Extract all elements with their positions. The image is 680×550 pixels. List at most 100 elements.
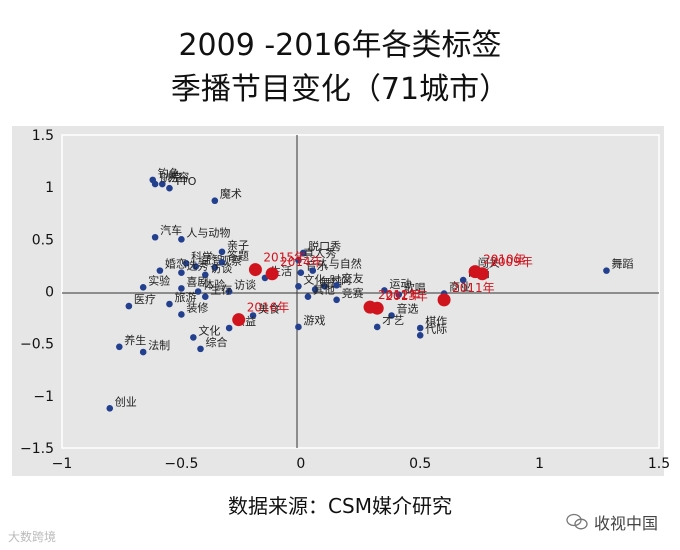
category-point [388,312,395,319]
category-point-label: 钓鱼 [158,166,180,180]
y-tick-label: −0.5 [20,337,54,353]
category-point-label: 才艺 [382,313,404,327]
category-point [166,300,173,308]
category-point-label: 选秀 [186,260,208,273]
category-point [373,323,381,331]
category-point-label: 汽车 [160,223,182,237]
year-point [248,263,262,277]
category-point [603,267,610,274]
category-point-label: 法制 [148,338,170,352]
category-point [416,332,424,339]
category-point-label: 人与自然 [318,257,362,271]
category-point-label: 易容 [167,170,189,184]
category-point [225,288,233,295]
category-point-label: 闯关 [478,256,500,270]
watermark-right: 收视中国 [566,510,658,534]
category-point [295,256,302,264]
category-point [151,180,159,188]
category-point [156,267,164,274]
category-point-label: 交友 [342,271,364,285]
year-point-label: 2014年 [280,255,323,269]
year-point-label: 2009年 [490,255,533,269]
year-point [468,265,482,279]
category-point-label: 商业 [449,280,471,294]
category-point-label: 体验 [203,278,225,292]
category-point-label: 医疗 [134,292,156,306]
x-tick-label: −1 [52,456,73,472]
category-point-label: 旅游 [174,290,196,304]
watermark-left: 大数跨境 [8,530,57,544]
category-point [139,348,147,356]
category-point [125,302,133,310]
category-point [116,343,123,351]
year-point [437,293,451,307]
category-point-label: 综合 [206,335,228,349]
category-point-label: 实验 [148,273,170,287]
data-source-note: 数据来源：CSM媒介研究 [228,494,452,518]
category-point-label: 访谈 [234,279,256,292]
category-point-label: 竞赛 [342,286,364,300]
watermark-right-text: 收视中国 [593,514,658,533]
category-point [190,334,197,341]
category-point [249,312,257,319]
category-point-label: 其他 [313,284,335,297]
category-point [201,293,209,301]
category-point-label: 人与动物 [186,225,230,239]
year-point-label: 2012年 [378,288,421,302]
year-point [232,313,246,327]
category-point [197,345,204,353]
category-point-label: 文化 [303,272,325,286]
category-point-label: 脱口秀 [308,239,341,253]
year-point-label: 2015年 [263,251,306,265]
year-point [370,301,384,315]
category-point [295,323,302,331]
chart-title-line-1: 2009 -2016年各类标签 [178,28,502,63]
y-tick-label: 0.5 [32,232,54,248]
category-point [225,324,233,332]
category-point [459,276,467,284]
category-point [333,296,340,304]
category-point-label: 益智 [201,252,223,266]
x-tick-label: 0.5 [409,456,431,472]
x-tick-label: 1.5 [648,456,670,472]
category-point [178,311,185,318]
category-point-label: 创业 [115,395,137,408]
category-point-label: 访谈 [210,262,232,275]
y-tick-label: −1.5 [20,441,54,457]
category-point [218,258,226,266]
category-point [309,267,317,274]
category-point-label: 装修 [186,300,208,314]
category-point [211,264,219,271]
category-point [304,293,312,301]
category-point-label: 文化 [198,323,220,337]
category-point-label: 歌唱 [404,281,426,295]
year-point-label: 2016年 [247,301,290,315]
category-point [416,324,424,332]
category-point [166,184,173,192]
category-point-label: 观察 [220,254,242,268]
category-point [182,260,190,267]
category-point [178,285,185,292]
category-point-label: 航空 [160,170,182,184]
x-tick-label: 1 [535,456,544,472]
category-point [151,233,159,241]
category-point [106,405,114,412]
category-point [201,271,209,279]
y-axis-ticks: 1.5 1 0.5 0 −0.5 −1 −1.5 [20,128,54,457]
category-point-label: 代际 [425,322,447,335]
category-point [194,288,202,295]
category-point [395,291,403,298]
category-point [381,287,388,294]
category-point-label: 养生 [124,333,146,347]
category-point-label: 真人秀 [303,246,336,260]
chart-title-line-2: 季播节目变化（71城市） [170,72,510,107]
x-tick-label: −0.5 [164,456,198,472]
category-point-label: 游戏 [303,314,325,327]
year-point [265,267,279,281]
category-point [297,269,305,277]
category-point [178,269,185,277]
category-point-label: 魔术 [220,187,242,201]
wechat-icon [566,513,588,530]
year-point-label: 2011年 [452,281,495,295]
category-point-label: 科学 [191,249,213,263]
